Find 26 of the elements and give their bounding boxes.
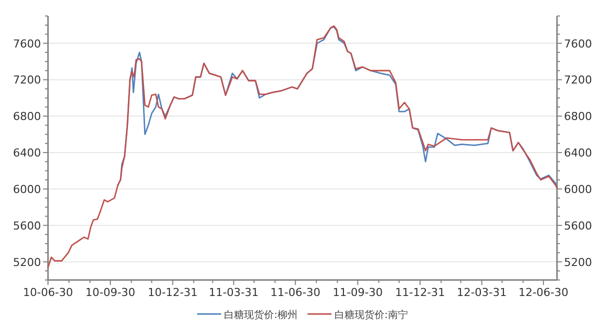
y-tick-label: 6000 — [13, 182, 41, 196]
y2-tick-label: 5200 — [564, 256, 592, 269]
y-tick-label: 6800 — [13, 110, 41, 124]
line-series — [47, 25, 558, 268]
y-tick-label: 7200 — [13, 74, 41, 87]
y-tick-label: 6400 — [13, 146, 41, 160]
y2-tick-label: 7600 — [564, 37, 592, 50]
y2-tick-label: 6000 — [564, 182, 592, 196]
y-tick-label: 5600 — [13, 219, 41, 232]
x-tick-label: 10-09-30 — [85, 286, 136, 299]
x-tick-label: 11-09-30 — [332, 286, 383, 299]
y2-tick-label: 6400 — [564, 146, 592, 160]
x-tick-label: 10-06-30 — [23, 286, 73, 299]
y2-tick-label: 5600 — [564, 219, 592, 232]
y2-tick-label: 7200 — [564, 74, 592, 87]
y2-tick-label: 6800 — [564, 110, 592, 124]
x-tick-label: 11-06-30 — [270, 286, 320, 299]
legend-label: 白糖现货价:南宁 — [334, 309, 408, 321]
x-tick-label: 11-12-31 — [395, 286, 446, 299]
x-tick-label: 10-12-31 — [148, 286, 198, 299]
x-tick-label: 12-03-31 — [456, 286, 507, 299]
x-tick-label: 12-06-30 — [518, 286, 568, 299]
x-tick-label: 11-03-31 — [208, 286, 259, 299]
y-tick-label: 7600 — [13, 37, 41, 50]
legend-label: 白糖现货价:柳州 — [224, 309, 298, 321]
y-tick-label: 5200 — [13, 256, 41, 269]
